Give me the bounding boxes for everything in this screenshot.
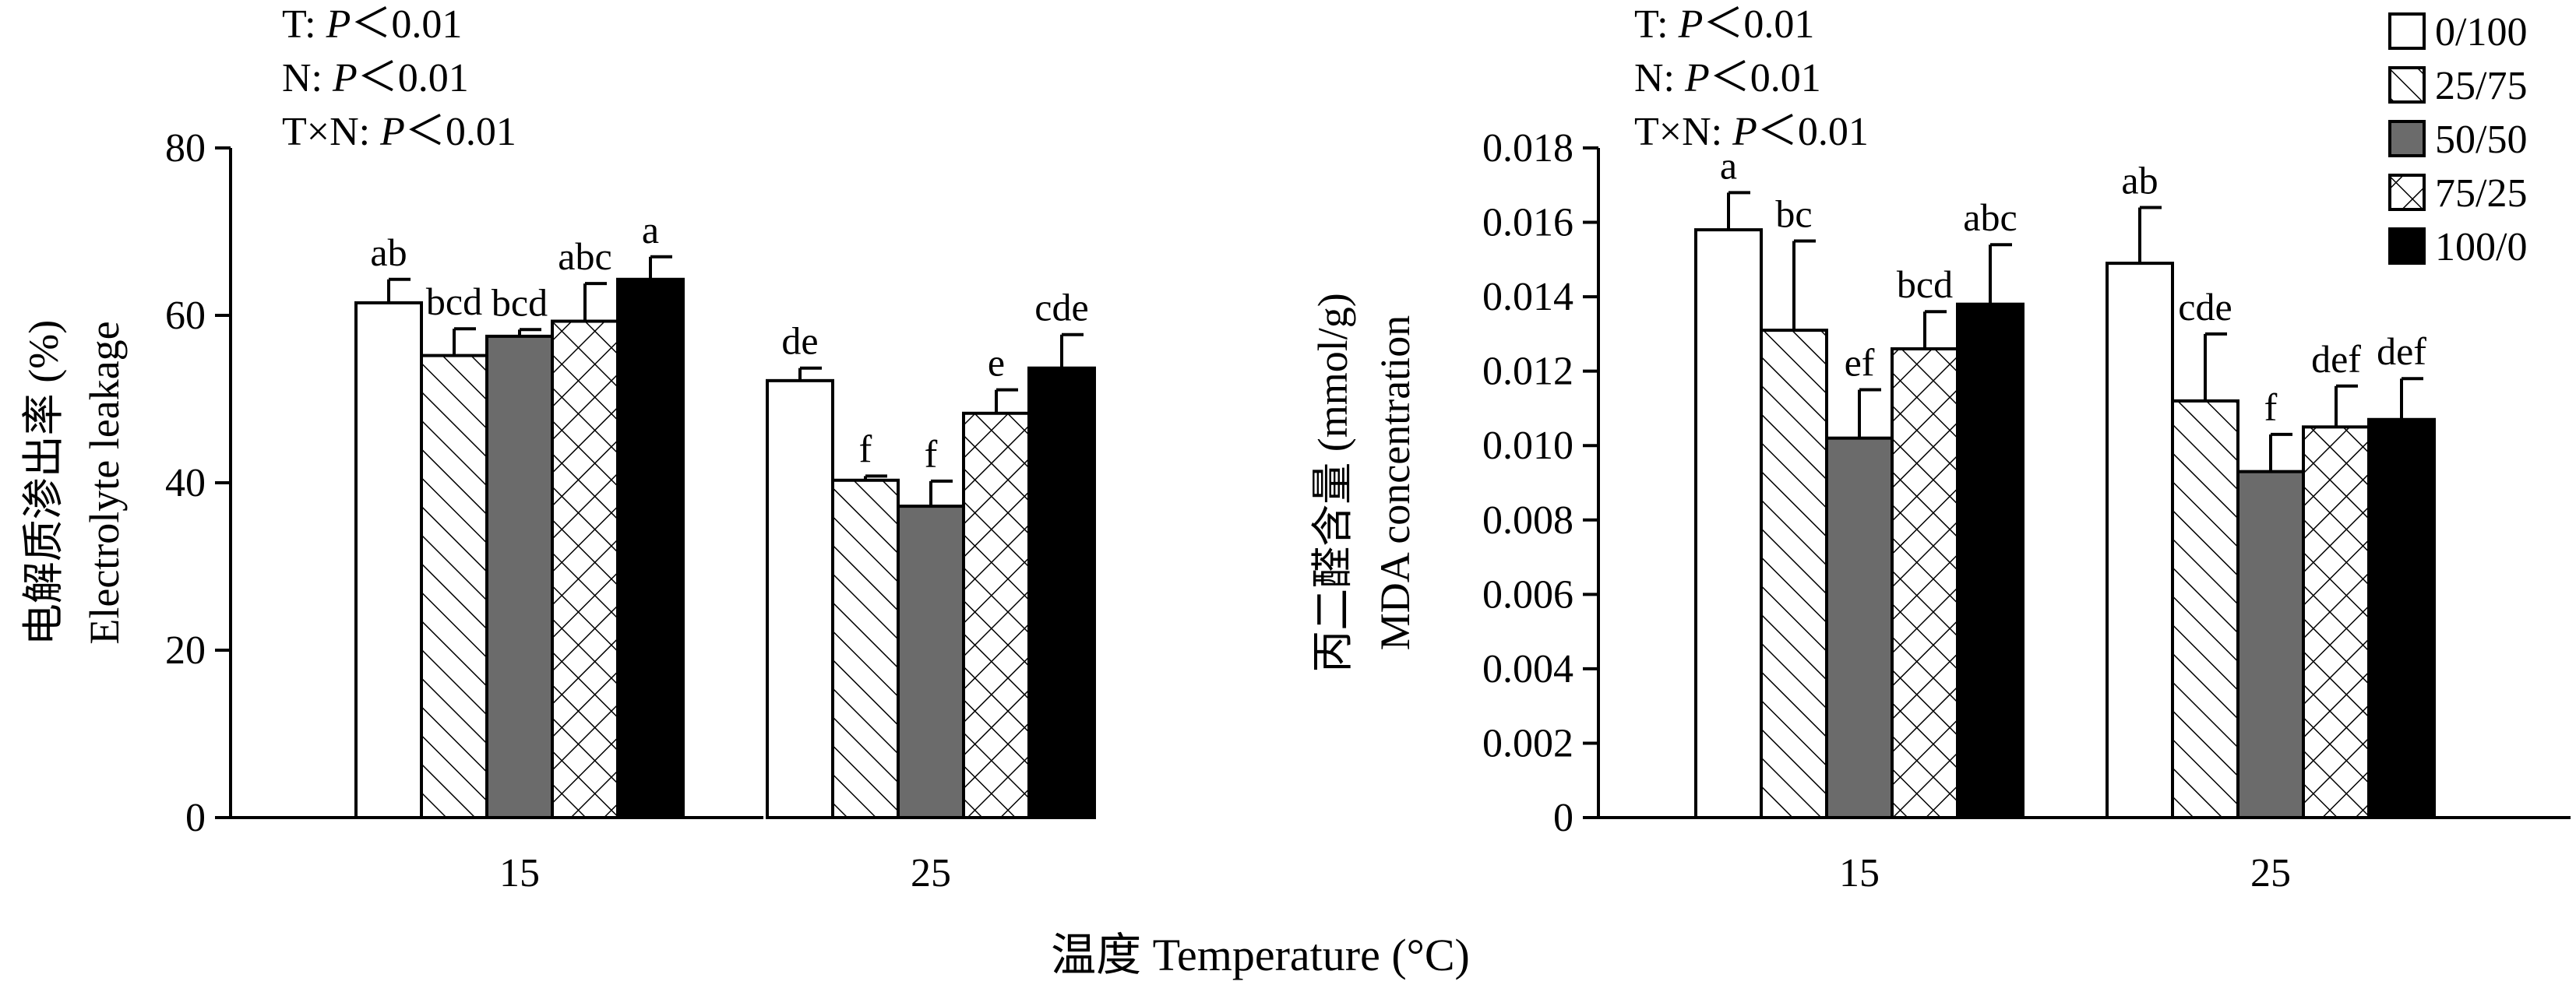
significance-letter: cde <box>1034 286 1088 329</box>
y-tick-label: 0 <box>185 796 206 840</box>
electrolyte-leakage-chart: 0 20 40 60 80 电解质渗出率 (%) Electrolyte leakage T:… <box>20 2 1096 895</box>
significance-stat: N: P＜0.01 <box>1634 56 1821 100</box>
category-label: 15 <box>499 851 540 895</box>
significance-letter: e <box>988 341 1005 385</box>
significance-stat: T×N: P＜0.01 <box>282 110 516 154</box>
legend-label: 0/100 <box>2435 10 2527 55</box>
mda-concentration-chart: 0 0.002 0.004 0.006 0.008 0.010 0.012 0.014 0.01… <box>1309 2 2571 895</box>
bar-0-100 <box>766 378 834 820</box>
bar-75-25 <box>2302 425 2370 819</box>
significance-letter: ab <box>2121 158 2158 202</box>
bar-25-75 <box>2171 399 2239 819</box>
y-tick-label: 40 <box>165 461 206 505</box>
bar-100-0 <box>616 277 685 819</box>
significance-letter: bcd <box>492 280 548 324</box>
legend-swatch-25-75 <box>2388 66 2426 104</box>
significance-letter: a <box>1720 143 1737 187</box>
x-axis-title: 温度 Temperature (°C) <box>1051 930 1470 980</box>
bar-0-100 <box>1694 228 1763 820</box>
significance-letter: f <box>925 432 938 476</box>
significance-letter: bc <box>1775 192 1812 235</box>
y-tick-label: 80 <box>165 126 206 171</box>
bar-50-50 <box>485 334 554 819</box>
significance-letter: de <box>781 319 818 363</box>
y-axis-title-en: MDA concentration <box>1372 315 1418 650</box>
bar-75-25 <box>962 411 1031 819</box>
legend-swatch-50-50 <box>2388 120 2426 157</box>
bar-25-75 <box>1760 329 1828 820</box>
y-tick-label: 0.016 <box>1482 201 1573 245</box>
legend-label: 25/75 <box>2435 64 2527 108</box>
legend-swatch-100-0 <box>2388 227 2426 265</box>
y-axis-title-en: Electrolyte leakage <box>81 321 128 644</box>
bar-75-25 <box>1891 347 1959 819</box>
bar-75-25 <box>551 319 619 819</box>
significance-letter: def <box>2311 337 2361 381</box>
y-tick-label: 0.008 <box>1482 498 1573 543</box>
significance-letter: f <box>859 427 872 470</box>
y-tick-label: 20 <box>165 628 206 673</box>
y-axis-title-cn: 电解质渗出率 (%) <box>20 320 67 646</box>
legend-label: 50/50 <box>2435 118 2527 162</box>
significance-letter: def <box>2377 329 2426 373</box>
bar-0-100 <box>354 301 423 819</box>
y-tick-label: 0 <box>1553 796 1573 840</box>
y-tick-label: 60 <box>165 294 206 338</box>
bar-100-0 <box>1956 302 2025 819</box>
legend-label: 100/0 <box>2435 225 2527 269</box>
legend-swatch-75-25 <box>2388 174 2426 211</box>
bar-25-75 <box>831 478 900 820</box>
significance-stat: T×N: P＜0.01 <box>1634 110 1869 154</box>
significance-stat: T: P＜0.01 <box>282 2 462 47</box>
bar-50-50 <box>897 505 965 819</box>
significance-letter: abc <box>1963 195 2017 239</box>
bar-100-0 <box>2367 417 2436 819</box>
bar-50-50 <box>2236 470 2305 820</box>
significance-letter: cde <box>2178 285 2232 329</box>
significance-letter: bcd <box>426 280 482 323</box>
legend-label: 75/25 <box>2435 171 2527 216</box>
bar-50-50 <box>1825 436 1894 820</box>
category-label: 25 <box>2250 851 2291 895</box>
y-tick-label: 0.018 <box>1482 126 1573 171</box>
y-tick-label: 0.012 <box>1482 350 1573 394</box>
y-tick-label: 0.014 <box>1482 275 1573 319</box>
significance-letter: bcd <box>1897 262 1953 306</box>
significance-letter: ab <box>370 230 407 274</box>
y-tick-label: 0.010 <box>1482 424 1573 468</box>
bar-0-100 <box>2106 262 2174 820</box>
y-axis-title-cn: 丙二醛含量 (mmol/g) <box>1309 293 1356 672</box>
y-tick-label: 0.006 <box>1482 572 1573 617</box>
bar-25-75 <box>420 354 488 820</box>
category-label: 15 <box>1839 851 1880 895</box>
legend-swatch-0-100 <box>2388 12 2426 50</box>
category-label: 25 <box>911 851 951 895</box>
significance-letter: f <box>2264 385 2278 429</box>
significance-letter: ef <box>1845 341 1875 385</box>
y-tick-label: 0.002 <box>1482 721 1573 765</box>
y-tick-label: 0.004 <box>1482 647 1573 691</box>
bar-100-0 <box>1027 366 1096 820</box>
significance-stat: T: P＜0.01 <box>1634 2 1814 47</box>
significance-letter: a <box>642 208 659 252</box>
significance-stat: N: P＜0.01 <box>282 56 469 100</box>
legend: 0/100 25/75 50/50 75/25 100/0 <box>2388 10 2527 269</box>
significance-letter: abc <box>558 234 611 278</box>
